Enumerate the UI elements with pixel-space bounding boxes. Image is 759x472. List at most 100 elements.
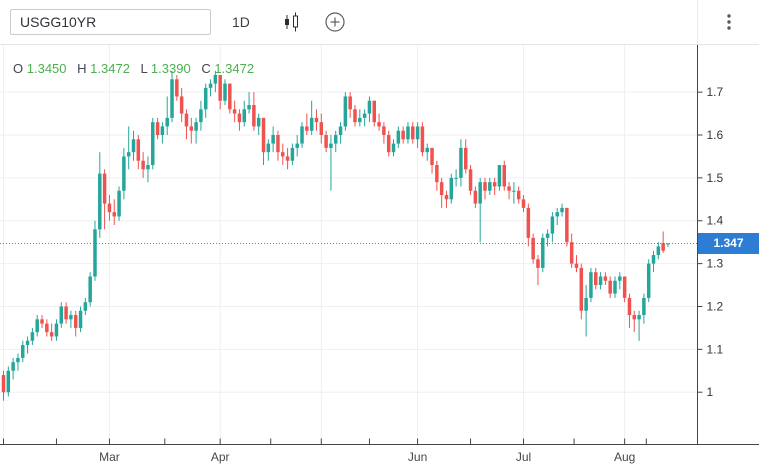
candle[interactable] (232, 100, 237, 123)
candle[interactable] (194, 117, 198, 144)
candle[interactable] (555, 207, 559, 226)
candle[interactable] (98, 152, 102, 238)
candle[interactable] (579, 263, 584, 320)
candle[interactable] (406, 122, 410, 144)
candle[interactable] (102, 169, 107, 230)
candle[interactable] (526, 203, 531, 247)
candle[interactable] (569, 233, 574, 268)
candle[interactable] (136, 135, 141, 170)
candle[interactable] (656, 242, 661, 260)
candle[interactable] (492, 177, 497, 196)
candle[interactable] (473, 186, 478, 208)
candle[interactable] (613, 276, 617, 298)
candle[interactable] (507, 182, 511, 200)
candle[interactable] (21, 340, 25, 363)
candle[interactable] (362, 109, 367, 127)
candle[interactable] (459, 139, 463, 187)
candle[interactable] (386, 130, 391, 157)
candle[interactable] (179, 87, 184, 123)
candle[interactable] (589, 267, 593, 303)
candle[interactable] (439, 177, 444, 208)
candle[interactable] (64, 302, 68, 324)
candle[interactable] (218, 75, 222, 110)
candle[interactable] (646, 259, 651, 303)
candle[interactable] (266, 139, 271, 161)
candle[interactable] (170, 70, 174, 123)
candle[interactable] (483, 177, 487, 200)
candle[interactable] (622, 276, 627, 303)
candle[interactable] (319, 113, 324, 144)
candle[interactable] (367, 96, 372, 123)
candle[interactable] (256, 113, 261, 136)
candle[interactable] (6, 366, 11, 397)
candle[interactable] (593, 267, 598, 290)
candle[interactable] (415, 122, 420, 148)
candle[interactable] (276, 130, 280, 161)
candle[interactable] (358, 109, 362, 127)
candle[interactable] (199, 100, 203, 131)
candle[interactable] (184, 109, 189, 140)
candle[interactable] (396, 126, 401, 148)
candle[interactable] (627, 293, 632, 328)
candle[interactable] (16, 353, 20, 371)
candle[interactable] (488, 177, 492, 196)
candle[interactable] (661, 231, 665, 253)
candle[interactable] (290, 143, 295, 166)
candle[interactable] (309, 100, 314, 136)
candle[interactable] (88, 272, 92, 307)
candle[interactable] (40, 315, 44, 328)
candle[interactable] (112, 199, 116, 226)
candle[interactable] (598, 272, 603, 290)
candle[interactable] (401, 126, 405, 144)
candle[interactable] (261, 117, 266, 166)
candle[interactable] (333, 130, 338, 153)
candle[interactable] (497, 165, 502, 191)
candle[interactable] (435, 160, 439, 191)
candle[interactable] (305, 113, 309, 136)
candle[interactable] (242, 100, 247, 127)
candle[interactable] (107, 195, 112, 221)
candle[interactable] (651, 250, 656, 273)
candle[interactable] (151, 117, 155, 170)
candle[interactable] (603, 272, 608, 286)
candle[interactable] (329, 135, 333, 191)
more-menu-button[interactable] (718, 10, 740, 32)
candle[interactable] (608, 276, 612, 298)
candle[interactable] (411, 122, 415, 144)
candle[interactable] (454, 169, 458, 187)
candle[interactable] (131, 130, 136, 161)
candle[interactable] (300, 122, 304, 148)
candle[interactable] (208, 79, 213, 97)
candle[interactable] (536, 255, 540, 286)
candle[interactable] (391, 139, 396, 157)
candle[interactable] (444, 190, 449, 208)
candle[interactable] (295, 135, 299, 157)
candle[interactable] (30, 327, 35, 346)
candle[interactable] (271, 126, 275, 153)
candle[interactable] (338, 122, 343, 144)
candle[interactable] (11, 357, 15, 380)
candle[interactable] (165, 96, 169, 136)
candle[interactable] (93, 220, 97, 281)
candle[interactable] (141, 152, 145, 178)
candle[interactable] (324, 130, 328, 153)
candle[interactable] (584, 285, 588, 337)
candle[interactable] (574, 255, 579, 273)
candle[interactable] (531, 233, 535, 264)
candle[interactable] (78, 306, 83, 333)
candle[interactable] (565, 207, 569, 247)
candle[interactable] (69, 310, 73, 328)
candle[interactable] (618, 272, 622, 290)
candle[interactable] (285, 147, 290, 170)
candle[interactable] (521, 195, 526, 213)
candle[interactable] (502, 160, 507, 191)
candle[interactable] (541, 233, 545, 273)
candle[interactable] (228, 83, 232, 114)
candle[interactable] (223, 79, 227, 106)
candle[interactable] (213, 70, 218, 93)
candle[interactable] (203, 83, 208, 118)
candle[interactable] (54, 319, 59, 341)
candle[interactable] (382, 122, 386, 144)
candle[interactable] (175, 75, 179, 101)
candle[interactable] (122, 147, 126, 200)
